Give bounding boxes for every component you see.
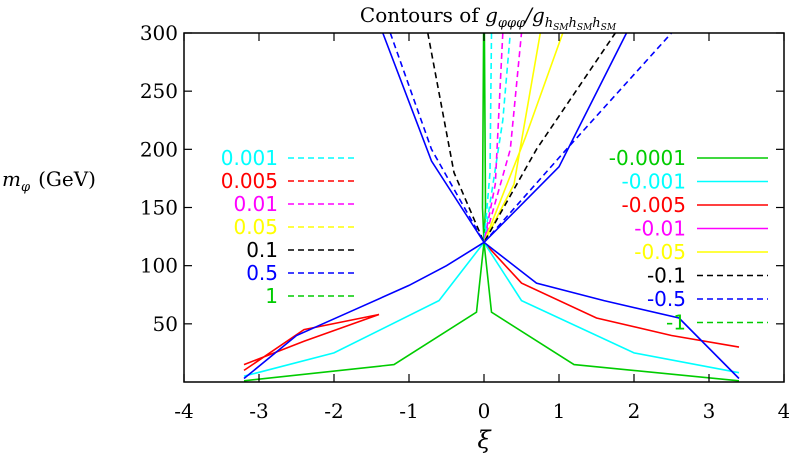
title-den-sub: h	[545, 16, 553, 31]
x-tick-label-5: 1	[553, 399, 566, 423]
legend-left-label-0: 0.001	[221, 146, 278, 170]
series-curve-10	[243, 241, 740, 380]
title-den-sub3: h	[569, 16, 577, 31]
series-curve-7	[483, 241, 740, 348]
x-tick-label-7: 3	[703, 399, 716, 423]
y-tick-label-3: 200	[140, 137, 178, 161]
chart-curves	[243, 32, 740, 382]
title-num: g	[485, 3, 498, 27]
y-tick-label-1: 100	[140, 254, 178, 278]
title-den-sub2: SM	[553, 23, 569, 33]
legend-right-label-6: -0.5	[647, 287, 686, 311]
title-num-sub: φφφ	[498, 16, 526, 31]
x-tick-label-1: -3	[249, 399, 268, 423]
y-label-sub: φ	[21, 180, 31, 195]
y-axis-label: mφ (GeV)	[2, 167, 96, 195]
legend-right-label-4: -0.05	[634, 240, 686, 264]
y-tick-label-4: 250	[140, 79, 178, 103]
y-tick-label-0: 50	[153, 312, 178, 336]
legend-left-label-5: 0.5	[246, 261, 278, 285]
y-label-unit: (GeV)	[38, 167, 96, 191]
legend-right-label-5: -0.1	[647, 264, 686, 288]
series-curve-3	[483, 32, 564, 243]
y-label-main: m	[2, 167, 21, 191]
series-curve-11	[382, 32, 628, 244]
legend-left-label-1: 0.005	[221, 169, 278, 193]
title-den: /g	[523, 3, 545, 27]
legend-left-label-4: 0.1	[246, 238, 278, 262]
title-den-sub6: SM	[601, 23, 617, 33]
title-prefix: Contours of	[360, 3, 485, 27]
legend-right-label-2: -0.005	[622, 193, 686, 217]
legend-right-label-7: -1	[666, 311, 686, 335]
series-curve-1	[483, 32, 512, 243]
x-tick-label-3: -1	[399, 399, 418, 423]
y-tick-label-2: 150	[140, 196, 178, 220]
x-tick-label-6: 2	[628, 399, 641, 423]
legend-right-label-0: -0.0001	[609, 146, 686, 170]
x-axis-label: ξ	[477, 426, 492, 454]
legend-right-label-1: -0.001	[622, 170, 686, 194]
title-den-sub4: SM	[577, 23, 593, 33]
x-tick-label-2: -2	[324, 399, 343, 423]
series-curve-4	[427, 32, 616, 245]
series-curve-6	[243, 313, 380, 372]
legend-left-label-3: 0.05	[233, 215, 278, 239]
x-tick-label-8: 4	[778, 399, 789, 423]
axis-ticks: -4 -3 -2 -1 0 1 2 3 4 50 100 150 200 250 300	[140, 21, 789, 423]
title-den-sub5: h	[592, 16, 600, 31]
x-tick-label-0: -4	[174, 399, 193, 423]
y-tick-label-5: 300	[140, 21, 178, 45]
series-curve-0	[481, 32, 487, 243]
legend-left-label-2: 0.01	[233, 192, 278, 216]
legend-right-label-3: -0.01	[634, 217, 686, 241]
legend: 0.0010.0050.010.050.10.51-0.0001-0.001-0…	[221, 146, 768, 335]
chart-title: Contours of gφφφ/ghSMhSMhSM	[360, 3, 617, 33]
x-tick-label-4: 0	[478, 399, 491, 423]
legend-left-label-6: 1	[265, 284, 278, 308]
